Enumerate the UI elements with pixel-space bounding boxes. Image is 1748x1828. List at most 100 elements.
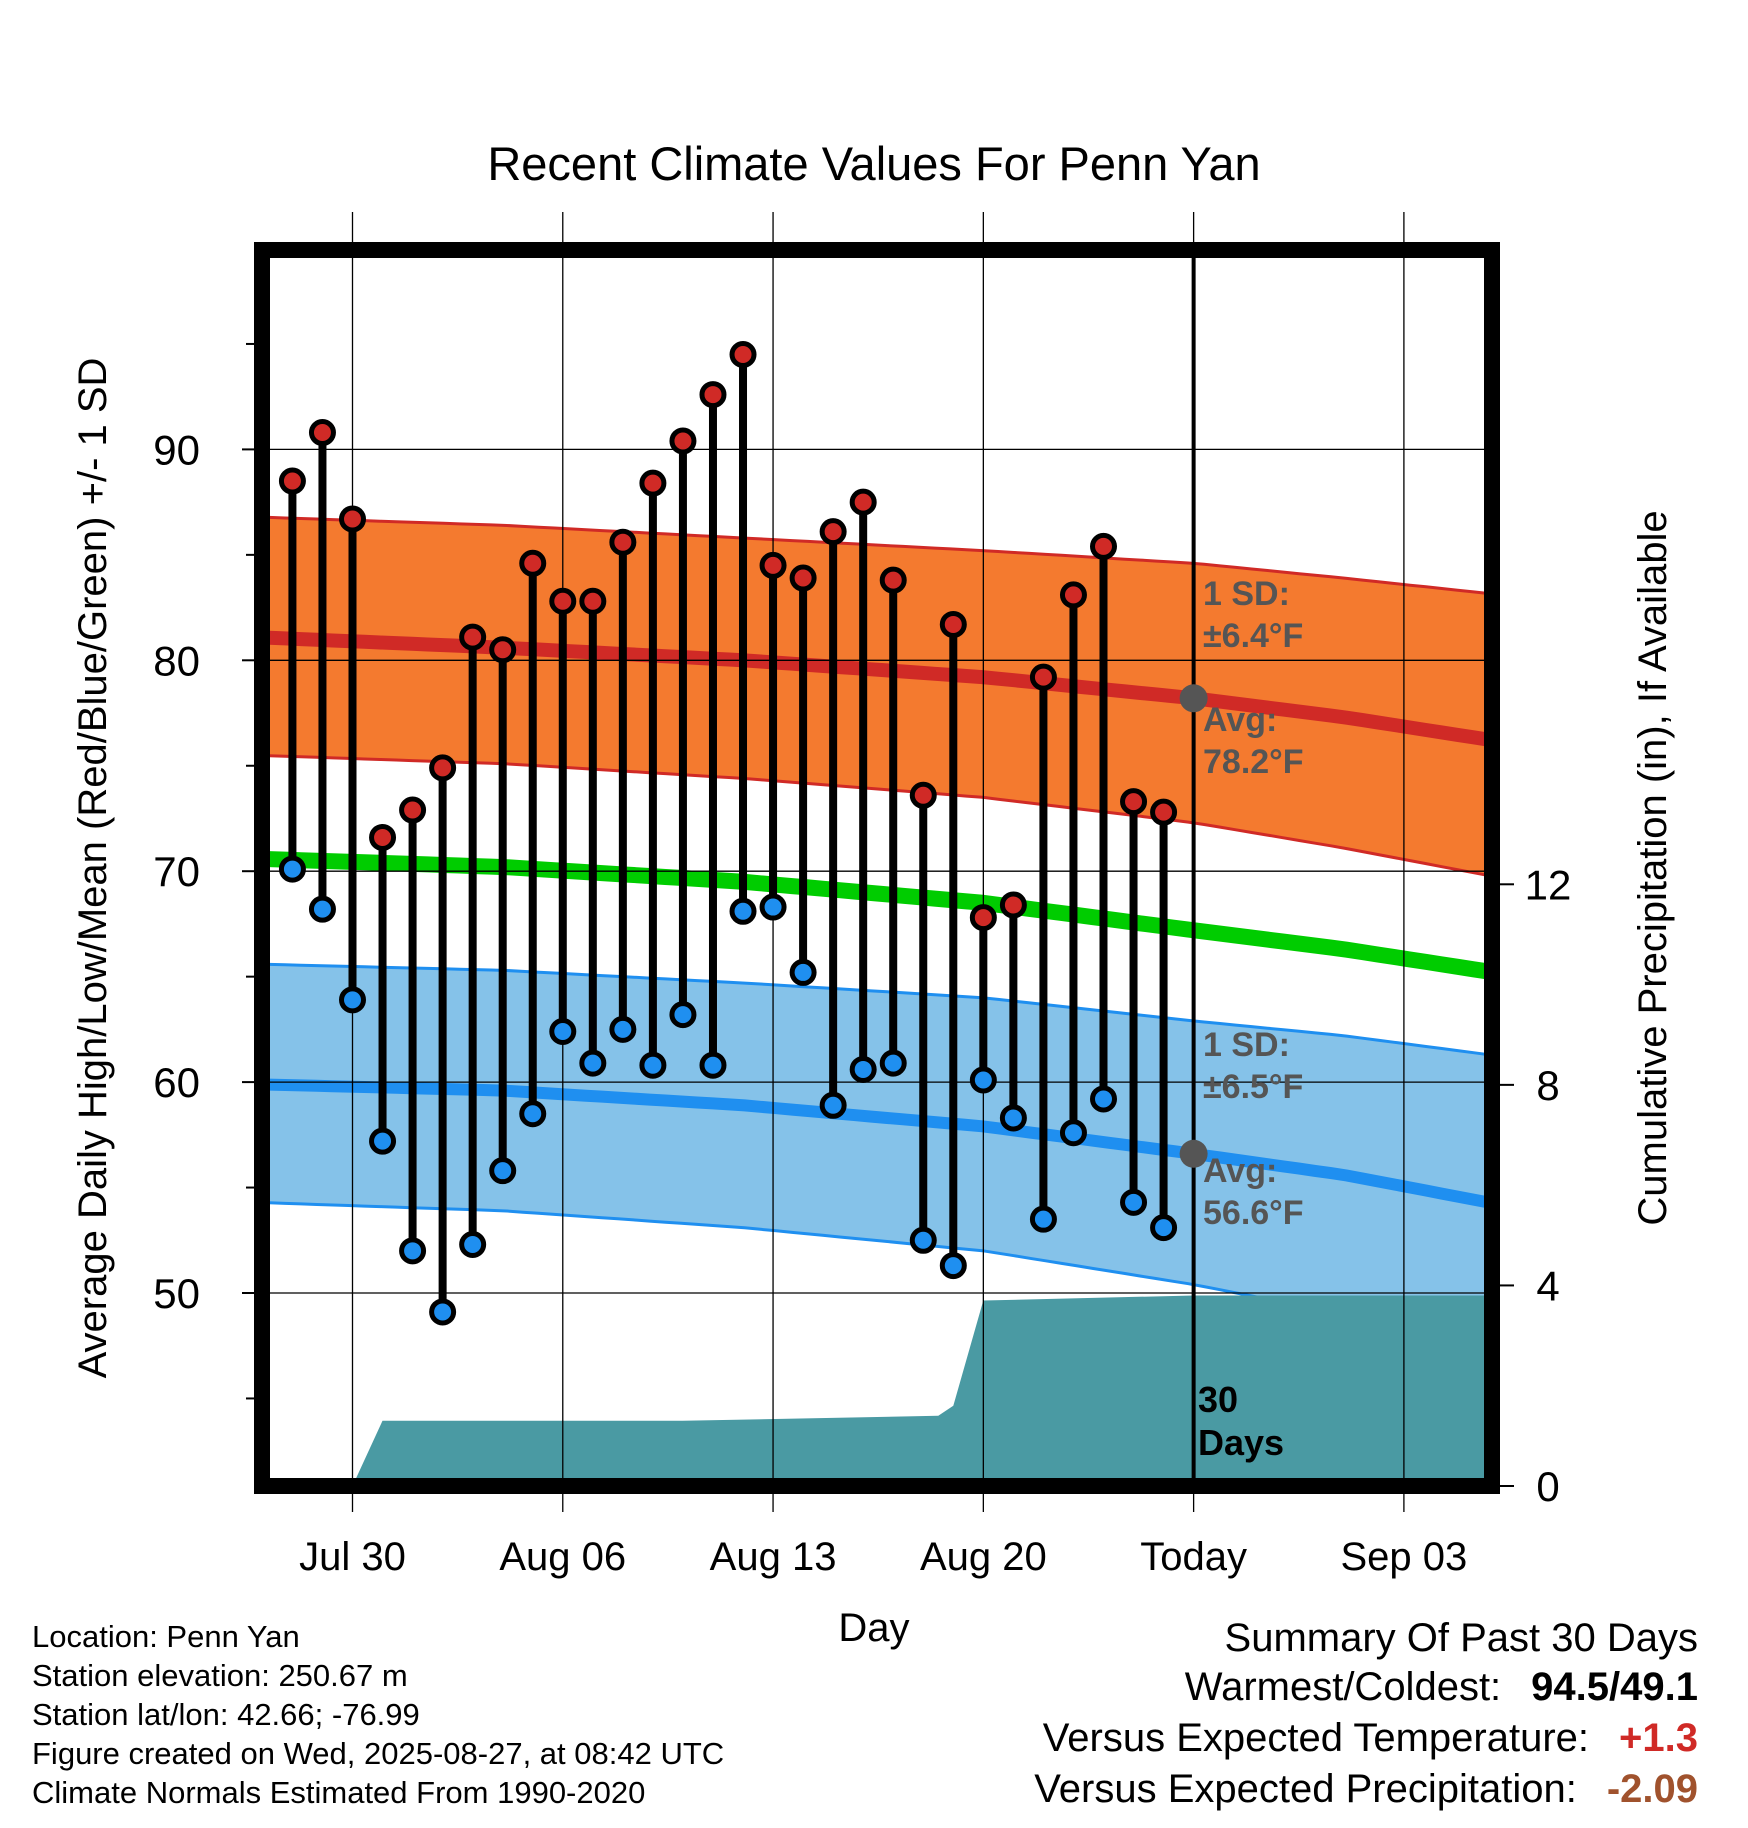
- high-point: [369, 823, 397, 851]
- summary-title: Summary Of Past 30 Days: [1224, 1616, 1698, 1660]
- high-point: [669, 427, 697, 455]
- summary-precip-row: Versus Expected Precipitation: -2.09: [1034, 1767, 1698, 1812]
- low-point: [789, 958, 817, 986]
- low-point: [609, 1015, 637, 1043]
- low-point: [339, 986, 366, 1014]
- high-point: [579, 587, 607, 615]
- low-point: [909, 1226, 937, 1254]
- days-window-number: 30: [1198, 1379, 1238, 1420]
- low-point: [519, 1100, 547, 1128]
- low-point: [759, 893, 787, 921]
- high-sd-value: ±6.4°F: [1203, 617, 1303, 655]
- warm-cold-value: 94.5/49.1: [1531, 1665, 1698, 1709]
- high-point: [308, 419, 336, 447]
- y2-tick-label: 12: [1525, 861, 1572, 908]
- summary-warm-cold-row: Warmest/Coldest: 94.5/49.1: [1185, 1665, 1698, 1710]
- low-point: [729, 897, 757, 925]
- high-avg-value: 78.2°F: [1203, 743, 1304, 781]
- low-point: [819, 1091, 847, 1119]
- high-point: [759, 551, 787, 579]
- x-tick-label: Aug 20: [920, 1535, 1047, 1579]
- elevation-text: Station elevation: 250.67 m: [32, 1658, 408, 1693]
- low-point: [939, 1252, 967, 1280]
- high-point: [519, 549, 547, 577]
- normal-low-line: [262, 1078, 1492, 1210]
- y2-tick-label: 0: [1536, 1463, 1559, 1510]
- low-point: [278, 855, 306, 883]
- high-point: [549, 587, 577, 615]
- low-point: [429, 1298, 457, 1326]
- low-point: [579, 1049, 607, 1077]
- high-point: [1029, 663, 1057, 691]
- y-axis-title: Average Daily High/Low/Mean (Red/Blue/Gr…: [71, 358, 115, 1379]
- x-axis-title: Day: [838, 1606, 909, 1650]
- high-point: [489, 636, 517, 664]
- low-point: [1029, 1205, 1057, 1233]
- low-point: [969, 1066, 997, 1094]
- y-tick-label: 80: [153, 637, 200, 684]
- high-point: [699, 381, 727, 409]
- high-point: [278, 467, 306, 495]
- low-sd-band: [262, 964, 1492, 1343]
- high-point: [939, 610, 967, 638]
- high-point: [459, 623, 487, 651]
- high-point: [849, 488, 877, 516]
- high-point: [399, 796, 427, 824]
- low-point: [1120, 1188, 1148, 1216]
- high-point: [729, 340, 757, 368]
- high-point: [429, 754, 457, 782]
- low-point: [459, 1230, 487, 1258]
- temp-departure-value: +1.3: [1619, 1716, 1698, 1760]
- low-point: [369, 1127, 397, 1155]
- latlon-text: Station lat/lon: 42.66; -76.99: [32, 1697, 420, 1732]
- high-point: [1090, 532, 1117, 560]
- x-tick-label: Sep 03: [1341, 1535, 1468, 1579]
- low-point: [999, 1104, 1027, 1132]
- high-sd-upper-line: [262, 515, 1492, 596]
- x-tick-label: Today: [1140, 1535, 1247, 1579]
- warm-cold-label: Warmest/Coldest:: [1184, 1665, 1502, 1709]
- normal-mean-line: [262, 850, 1492, 981]
- low-point: [699, 1051, 727, 1079]
- x-tick-label: Aug 06: [499, 1535, 626, 1579]
- high-point: [999, 891, 1027, 919]
- high-point: [339, 505, 366, 533]
- normals-text: Climate Normals Estimated From 1990-2020: [32, 1775, 646, 1810]
- high-avg-label: Avg:: [1203, 701, 1277, 739]
- y-tick-label: 60: [153, 1059, 200, 1106]
- created-text: Figure created on Wed, 2025-08-27, at 08…: [32, 1736, 725, 1771]
- low-point: [1090, 1085, 1117, 1113]
- high-sd-label: 1 SD:: [1203, 575, 1290, 613]
- chart-title: Recent Climate Values For Penn Yan: [487, 137, 1260, 190]
- high-point: [1150, 798, 1178, 826]
- low-sd-label: 1 SD:: [1203, 1026, 1290, 1064]
- low-point: [1150, 1214, 1178, 1242]
- high-sd-lower-line: [262, 753, 1492, 878]
- low-point: [489, 1157, 517, 1185]
- temp-departure-label: Versus Expected Temperature:: [1042, 1716, 1590, 1760]
- y2-tick-label: 4: [1536, 1262, 1559, 1309]
- high-point: [969, 904, 997, 932]
- low-point: [308, 895, 336, 923]
- high-point: [879, 566, 907, 594]
- y-tick-label: 70: [153, 848, 200, 895]
- low-point: [1059, 1119, 1087, 1147]
- high-point: [909, 781, 937, 809]
- high-point: [639, 469, 667, 497]
- y-tick-label: 90: [153, 426, 200, 473]
- high-point: [789, 564, 817, 592]
- today-low-avg-marker: [1179, 1139, 1208, 1168]
- x-tick-label: Aug 13: [710, 1535, 837, 1579]
- days-window-label: Days: [1198, 1422, 1284, 1463]
- precip-departure-label: Versus Expected Precipitation:: [1034, 1767, 1577, 1811]
- y2-tick-label: 8: [1536, 1062, 1559, 1109]
- low-sd-value: ±6.5°F: [1203, 1068, 1303, 1106]
- low-avg-value: 56.6°F: [1203, 1194, 1304, 1232]
- today-high-avg-marker: [1179, 684, 1208, 713]
- y2-axis-title: Cumulative Precipitation (in), If Availa…: [1631, 510, 1675, 1225]
- low-point: [849, 1055, 877, 1083]
- plot-frame: [254, 242, 1500, 1494]
- y-tick-label: 50: [153, 1270, 200, 1317]
- location-text: Location: Penn Yan: [32, 1619, 300, 1654]
